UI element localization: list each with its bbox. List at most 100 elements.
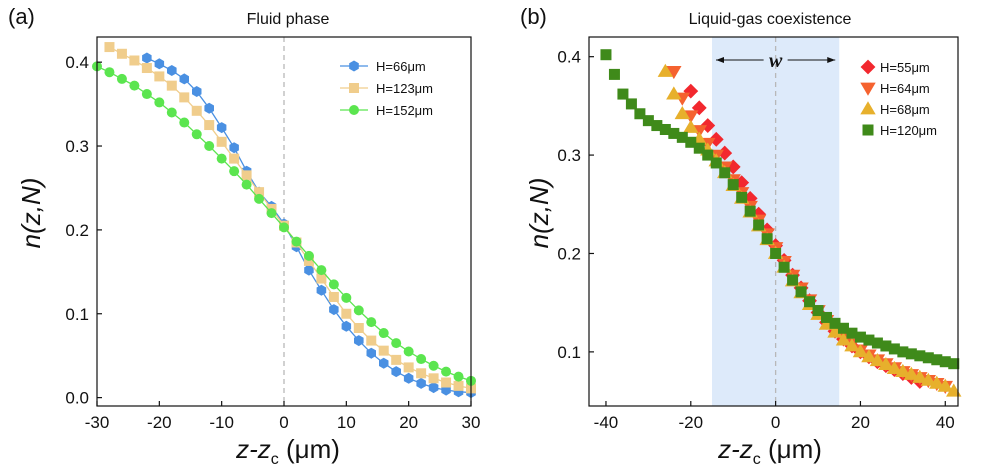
panel-b-series-2-point	[895, 363, 911, 377]
panel-b-series-2-point	[886, 360, 903, 374]
panel-a-series-2-point	[204, 141, 215, 152]
panel-a-series-1-point	[216, 136, 227, 147]
panel-a-series-2-point	[216, 153, 227, 164]
svg-text:z-zc (μm): z-zc (μm)	[235, 434, 340, 468]
panel-a-series-0-point	[428, 382, 439, 394]
panel-a-series-0-point	[416, 377, 426, 389]
panel-b-xlabel-main: z-z	[717, 434, 753, 464]
panel-b-series-2-point	[903, 366, 920, 380]
panel-a-series-0-point	[316, 284, 327, 296]
panel-a-series-0-point	[179, 73, 189, 85]
panel-b-legend-label: H=120μm	[880, 123, 937, 138]
panel-a-series-2-point	[341, 292, 352, 303]
panel-a-series-1-point	[179, 92, 190, 103]
panel-a-series-1-point	[353, 323, 364, 334]
panel-a-series-2-point	[416, 354, 427, 365]
panel-a-legend-marker	[349, 60, 359, 72]
panel-a-series-2-point	[328, 279, 339, 290]
panel-a-x-tick-label: -30	[85, 413, 110, 432]
panel-b-series-3-point	[744, 205, 756, 217]
panel-a-y-axis-label: n(z,N)	[16, 178, 46, 249]
panel-b-x-tick-label: -20	[679, 413, 704, 432]
panel-a-series-1-point	[316, 273, 327, 284]
panel-a-y-tick-label: 0.4	[65, 53, 89, 72]
panel-a-series-2-point	[303, 250, 314, 261]
panel-b-series-0-point	[708, 131, 724, 147]
panel-a-series-0-point	[167, 65, 177, 76]
panel-a-xlabel-main: z-z	[235, 434, 271, 464]
panel-b-series-3-point	[659, 123, 671, 135]
panel-a-series-2-point	[453, 371, 464, 382]
panel-b-series-3-point	[888, 343, 900, 355]
panel-b-series-3-point	[761, 233, 773, 245]
panel-a-series-1-point	[453, 380, 464, 391]
panel-b-series-1-point	[683, 110, 699, 124]
panel-a-series-2-point	[141, 89, 152, 100]
panel-a-label: (a)	[8, 4, 35, 29]
panel-a-x-tick-label: 10	[337, 413, 356, 432]
panel-a-series-2-point	[353, 305, 364, 316]
panel-b-series-3-point	[880, 340, 892, 352]
panel-b-axes-frame	[588, 36, 959, 407]
panel-b: (b) Liquid-gas coexistence w -40 -20 0 20 40 0…	[520, 4, 962, 468]
panel-a-series-0-point	[142, 52, 152, 64]
panel-b-legend-marker	[860, 82, 876, 96]
panel-a-series-0-point	[216, 122, 227, 134]
panel-a-series-2-point	[279, 222, 289, 233]
panel-b-series-3-point	[939, 356, 951, 368]
panel-b-series-2-point	[929, 375, 945, 389]
panel-a-series-1-point	[378, 345, 389, 356]
panel-b-series-3-point	[617, 88, 629, 100]
panel-a-series-1-point	[116, 48, 127, 59]
panel-a-legend-marker	[349, 83, 359, 93]
panel-b-xlabel-sub: c	[753, 451, 761, 468]
panel-b-series-3-point	[668, 127, 680, 139]
panel-b-series-3-point	[922, 352, 934, 364]
panel-b-legend-label: H=64μm	[880, 81, 930, 96]
panel-a-series-0-point	[341, 320, 352, 332]
panel-a-series-1-point	[129, 55, 140, 66]
panel-a-series-1-point	[341, 308, 352, 319]
panel-a-x-axis-label: z-zc (μm)	[235, 434, 340, 468]
panel-b-series-2-point	[878, 356, 894, 371]
panel-a-series-1-line	[109, 46, 472, 390]
panel-b-plot-area: w -40 -20 0 20 40 0.1 0.2 0.3 0.4 H=55μm H=64μm H=68…	[557, 36, 962, 432]
panel-a-series-1-point	[416, 368, 427, 379]
panel-b-x-tick-label: 0	[771, 413, 780, 432]
panel-a-x-tick-label: 0	[279, 413, 288, 432]
panel-b-series-3-point	[600, 49, 612, 61]
panel-b-series-2-point	[827, 324, 843, 338]
panel-a-series-0-point	[192, 86, 202, 97]
panel-b-title: Liquid-gas coexistence	[689, 11, 852, 28]
panel-a-series-1-point	[204, 120, 215, 131]
panel-b-series-3-point	[931, 354, 943, 366]
panel-a-series-2-point	[403, 346, 414, 357]
panel-a-series-2-point	[316, 265, 327, 276]
panel-b-series-3	[600, 49, 960, 370]
panel-a-series-2-point	[191, 129, 202, 140]
panel-b-series-3-point	[846, 327, 858, 339]
panel-a-series-2	[92, 61, 476, 386]
panel-b-series-3-point	[812, 305, 824, 317]
panel-b-x-tick-label: 20	[851, 413, 870, 432]
panel-a-series-0-point	[204, 102, 214, 114]
panel-b-series-3-point	[897, 346, 909, 358]
panel-b-series-2-point	[912, 369, 928, 383]
panel-a-series-1-point	[141, 63, 152, 74]
panel-b-x-axis-label: z-zc (μm)	[717, 434, 822, 468]
panel-b-series-3-point	[871, 337, 883, 349]
panel-b-legend-label: H=68μm	[880, 102, 930, 117]
panel-a-series-0-point	[379, 357, 389, 369]
panel-a-series-2-point	[229, 166, 240, 177]
panel-b-series-2-point	[844, 338, 860, 352]
panel-a-series-1-point	[391, 354, 402, 365]
panel-b-y-tick-label: 0.1	[557, 343, 581, 362]
panel-a-series-0-point	[154, 58, 165, 70]
panel-a-series-2-point	[378, 328, 389, 339]
panel-a-series-2-point	[291, 236, 302, 247]
panel-a-series-0-point	[403, 372, 414, 384]
panel-b-series-2-point	[674, 106, 691, 120]
panel-b-series-3-point	[854, 331, 866, 343]
panel-a-series-2-point	[129, 80, 140, 91]
panel-a-series-1-point	[254, 187, 265, 198]
